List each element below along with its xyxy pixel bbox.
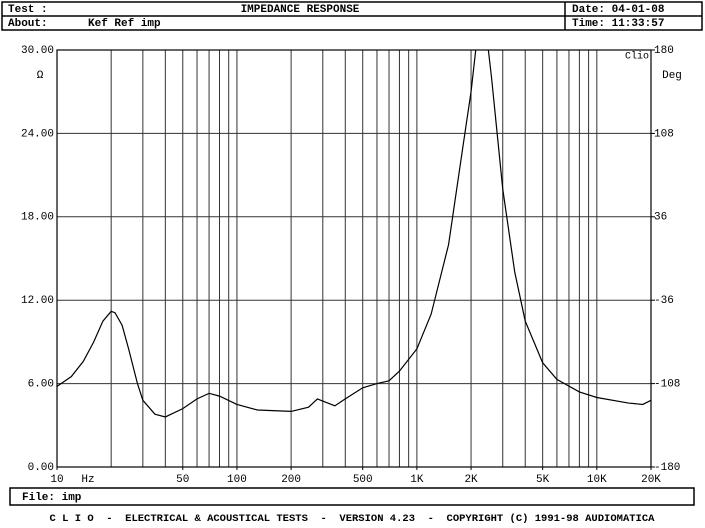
file-box — [9, 487, 695, 506]
plot: 0.00 6.00 12.00 18.00 24.00 30.00 -180 -108 -36 3… — [21, 45, 682, 486]
x-tick-label: 10K — [587, 474, 607, 486]
title: IMPEDANCE RESPONSE — [241, 4, 360, 16]
x-tick-label: 2K — [464, 474, 478, 486]
x-tick-label: 50 — [176, 474, 189, 486]
x-tick-label: 1K — [410, 474, 424, 486]
y2-axis-unit: Deg — [662, 70, 682, 82]
impedance-line — [57, 50, 651, 418]
x-axis-unit: Hz — [81, 474, 94, 486]
x-tick-label: 500 — [353, 474, 373, 486]
y-tick-label: 30.00 — [21, 45, 54, 57]
annotation: Clio — [625, 51, 649, 63]
time: Time: 11:33:57 — [572, 18, 664, 30]
y2-tick-label: -180 — [654, 462, 680, 474]
test-label: Test : — [8, 4, 48, 16]
x-tick-label: 200 — [281, 474, 301, 486]
y-tick-label: 6.00 — [28, 379, 54, 391]
x-tick-label: 5K — [536, 474, 550, 486]
footer: C L I O - ELECTRICAL & ACOUSTICAL TESTS … — [50, 513, 656, 525]
y-axis-unit: Ω — [37, 70, 44, 82]
y-tick-label: 12.00 — [21, 295, 54, 307]
date: Date: 04-01-08 — [572, 4, 665, 16]
x-tick-label: 10 — [50, 474, 63, 486]
y-tick-label: 24.00 — [21, 128, 54, 140]
y2-tick-label: 36 — [654, 212, 667, 224]
x-tick-label: 20K — [641, 474, 661, 486]
y2-tick-label: -108 — [654, 379, 680, 391]
y2-tick-label: 180 — [654, 45, 674, 57]
plot-frame — [56, 49, 652, 468]
y2-tick-label: 108 — [654, 128, 674, 140]
file: File: imp — [22, 492, 82, 504]
about: Kef Ref imp — [88, 18, 161, 30]
y2-tick-label: -36 — [654, 295, 674, 307]
y-tick-label: 18.00 — [21, 212, 54, 224]
y-tick-label: 0.00 — [28, 462, 54, 474]
about-label: About: — [8, 18, 48, 30]
x-tick-label: 100 — [227, 474, 247, 486]
